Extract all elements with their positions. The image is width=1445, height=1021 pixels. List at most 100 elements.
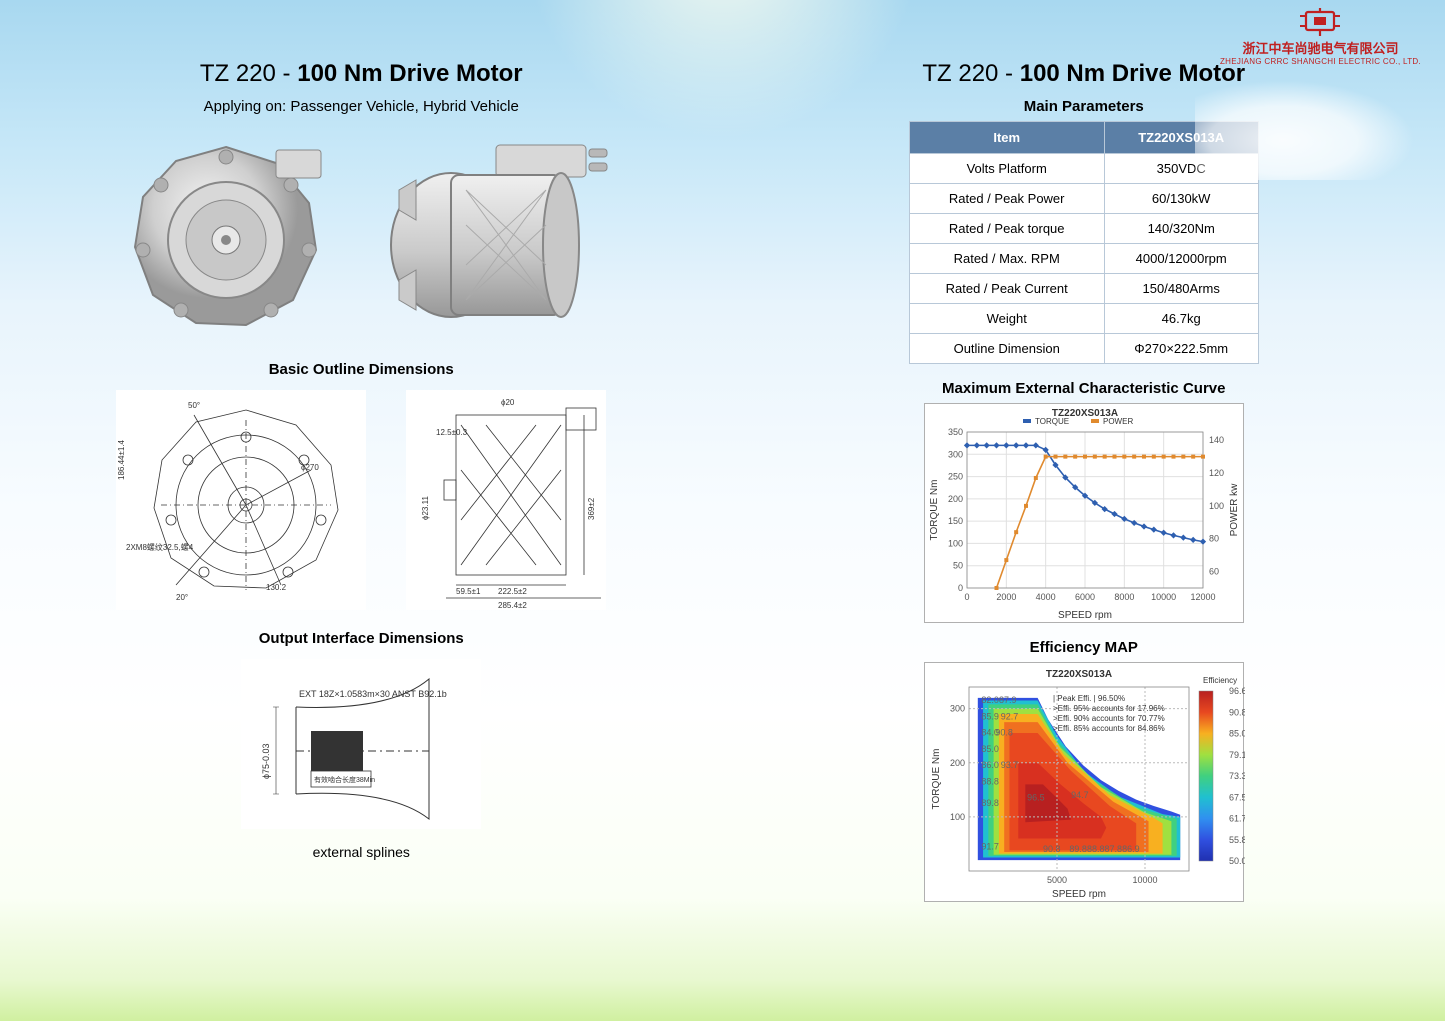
svg-text:200: 200 xyxy=(950,758,965,768)
svg-text:| Peak Effi. |: | Peak Effi. | 96.50% xyxy=(1053,694,1125,703)
svg-text:有效啮合长度38Min: 有效啮合长度38Min xyxy=(314,775,375,784)
svg-text:>Effi. 85% accounts for 84.86%: >Effi. 85% accounts for 84.86% xyxy=(1053,724,1165,733)
svg-text:>Effi. 90% accounts for 70.77%: >Effi. 90% accounts for 70.77% xyxy=(1053,714,1165,723)
svg-text:79.1: 79.1 xyxy=(1229,750,1245,760)
svg-text:5000: 5000 xyxy=(1047,875,1067,885)
svg-text:TORQUE: TORQUE xyxy=(1035,417,1069,426)
svg-text:60: 60 xyxy=(1209,567,1219,577)
logo-text-cn: 浙江中车尚驰电气有限公司 xyxy=(1220,38,1421,57)
svg-text:55.8: 55.8 xyxy=(1229,835,1245,845)
svg-text:20°: 20° xyxy=(176,593,188,602)
svg-text:222.5±2: 222.5±2 xyxy=(498,587,527,596)
svg-text:90.8: 90.8 xyxy=(995,728,1013,738)
svg-text:Efficiency: Efficiency xyxy=(1203,676,1237,685)
svg-text:120: 120 xyxy=(1209,468,1224,478)
svg-text:85.0: 85.0 xyxy=(1229,729,1245,739)
svg-text:TZ220XS013A: TZ220XS013A xyxy=(1046,669,1112,680)
svg-text:100: 100 xyxy=(948,538,963,548)
svg-text:ϕ20: ϕ20 xyxy=(501,398,515,407)
params-header-model: TZ220XS013A xyxy=(1104,122,1258,154)
svg-text:0: 0 xyxy=(964,592,969,602)
logo-icon xyxy=(1300,8,1340,36)
motor-image-side xyxy=(381,135,611,335)
svg-text:94.7: 94.7 xyxy=(1071,790,1089,800)
table-row: Weight46.7kg xyxy=(909,304,1258,334)
svg-text:4000: 4000 xyxy=(1035,592,1055,602)
svg-text:85.0: 85.0 xyxy=(981,744,999,754)
svg-text:SPEED rpm: SPEED rpm xyxy=(1058,610,1112,621)
left-title: TZ 220 - 100 Nm Drive Motor xyxy=(200,60,523,88)
effmap-title: Efficiency MAP xyxy=(1030,639,1138,656)
svg-text:250: 250 xyxy=(948,472,963,482)
spline-drawing-block: EXT 18Z×1.0583m×30 ANST B92.1b ϕ75-0.03 … xyxy=(241,659,481,860)
svg-text:POWER kw: POWER kw xyxy=(1229,483,1240,537)
table-row: Rated / Max. RPM4000/12000rpm xyxy=(909,244,1258,274)
svg-text:100: 100 xyxy=(1209,501,1224,511)
characteristic-curve-chart: TZ220XS013ATORQUEPOWER050100150200250300… xyxy=(924,403,1244,623)
svg-text:2XM8螺纹32.5,螺4: 2XM8螺纹32.5,螺4 xyxy=(126,542,194,552)
svg-text:ϕ75-0.03: ϕ75-0.03 xyxy=(261,743,271,779)
svg-text:90.8: 90.8 xyxy=(1043,844,1061,854)
svg-text:130.2: 130.2 xyxy=(266,583,287,592)
params-title: Main Parameters xyxy=(1024,98,1144,115)
svg-text:96.5: 96.5 xyxy=(1027,793,1045,803)
table-row: Outline DimensionΦ270×222.5mm xyxy=(909,334,1258,364)
outline-drawings: 50° ϕ270 2XM8螺纹32.5,螺4 20° 130.2 186.44±… xyxy=(116,390,606,610)
svg-text:200: 200 xyxy=(948,494,963,504)
svg-text:8000: 8000 xyxy=(1114,592,1134,602)
svg-text:87.8: 87.8 xyxy=(1104,844,1122,854)
svg-text:93.7: 93.7 xyxy=(1000,760,1018,770)
table-row: Rated / Peak Power60/130kW xyxy=(909,184,1258,214)
svg-text:10000: 10000 xyxy=(1151,592,1176,602)
curve-title: Maximum External Characteristic Curve xyxy=(942,380,1225,397)
svg-text:TORQUE Nm: TORQUE Nm xyxy=(931,749,942,810)
svg-text:300: 300 xyxy=(948,449,963,459)
svg-text:369±2: 369±2 xyxy=(587,497,596,520)
svg-text:61.7: 61.7 xyxy=(1229,814,1245,824)
svg-text:285.4±2: 285.4±2 xyxy=(498,601,527,610)
table-row: Volts Platform350VDC xyxy=(909,154,1258,184)
svg-text:88.8: 88.8 xyxy=(981,776,999,786)
svg-text:ϕ270: ϕ270 xyxy=(301,463,319,472)
svg-text:92.7: 92.7 xyxy=(1000,711,1018,721)
svg-text:2000: 2000 xyxy=(996,592,1016,602)
svg-text:86.9: 86.9 xyxy=(1122,844,1140,854)
svg-text:10000: 10000 xyxy=(1132,875,1157,885)
outline-side-drawing: ϕ20 12.5±0.3 ϕ23.11 59.5±1 222.5±2 285.4… xyxy=(406,390,606,610)
svg-text:SPEED rpm: SPEED rpm xyxy=(1052,889,1106,900)
svg-text:67.5: 67.5 xyxy=(1229,792,1245,802)
svg-text:73.3: 73.3 xyxy=(1229,771,1245,781)
svg-text:82.0: 82.0 xyxy=(981,695,999,705)
right-title: TZ 220 - 100 Nm Drive Motor xyxy=(922,60,1245,88)
svg-text:140: 140 xyxy=(1209,435,1224,445)
svg-text:TORQUE Nm: TORQUE Nm xyxy=(929,480,940,541)
svg-text:59.5±1: 59.5±1 xyxy=(456,587,481,596)
svg-text:ϕ23.11: ϕ23.11 xyxy=(421,496,430,520)
svg-text:91.7: 91.7 xyxy=(981,841,999,851)
svg-text:100: 100 xyxy=(950,812,965,822)
section-dimensions: Basic Outline Dimensions xyxy=(269,361,454,378)
svg-text:89.8: 89.8 xyxy=(1069,844,1087,854)
svg-text:50°: 50° xyxy=(188,401,200,410)
params-header-item: Item xyxy=(909,122,1104,154)
motor-images xyxy=(111,135,611,335)
outline-front-drawing: 50° ϕ270 2XM8螺纹32.5,螺4 20° 130.2 186.44±… xyxy=(116,390,366,610)
params-table: Item TZ220XS013A Volts Platform350VDCRat… xyxy=(909,121,1259,364)
svg-text:186.44±1.4: 186.44±1.4 xyxy=(117,439,126,480)
section-interface: Output Interface Dimensions xyxy=(259,630,464,647)
spline-drawing: EXT 18Z×1.0583m×30 ANST B92.1b ϕ75-0.03 … xyxy=(241,659,481,829)
logo-text-en: ZHEJIANG CRRC SHANGCHI ELECTRIC CO., LTD… xyxy=(1220,57,1421,66)
svg-text:350: 350 xyxy=(948,427,963,437)
table-row: Rated / Peak torque140/320Nm xyxy=(909,214,1258,244)
svg-text:12.5±0.3: 12.5±0.3 xyxy=(436,428,468,437)
svg-text:EXT 18Z×1.0583m×30 ANST B92.1: EXT 18Z×1.0583m×30 ANST B92.1b xyxy=(299,689,447,699)
svg-text:86.0: 86.0 xyxy=(981,760,999,770)
svg-text:POWER: POWER xyxy=(1103,417,1133,426)
svg-text:50.0: 50.0 xyxy=(1229,856,1245,866)
svg-text:50: 50 xyxy=(953,561,963,571)
svg-text:96.6: 96.6 xyxy=(1229,686,1245,696)
left-subtitle: Applying on: Passenger Vehicle, Hybrid V… xyxy=(204,98,519,115)
company-logo: 浙江中车尚驰电气有限公司 ZHEJIANG CRRC SHANGCHI ELEC… xyxy=(1220,8,1421,66)
svg-text:85.9: 85.9 xyxy=(981,711,999,721)
svg-text:150: 150 xyxy=(948,516,963,526)
